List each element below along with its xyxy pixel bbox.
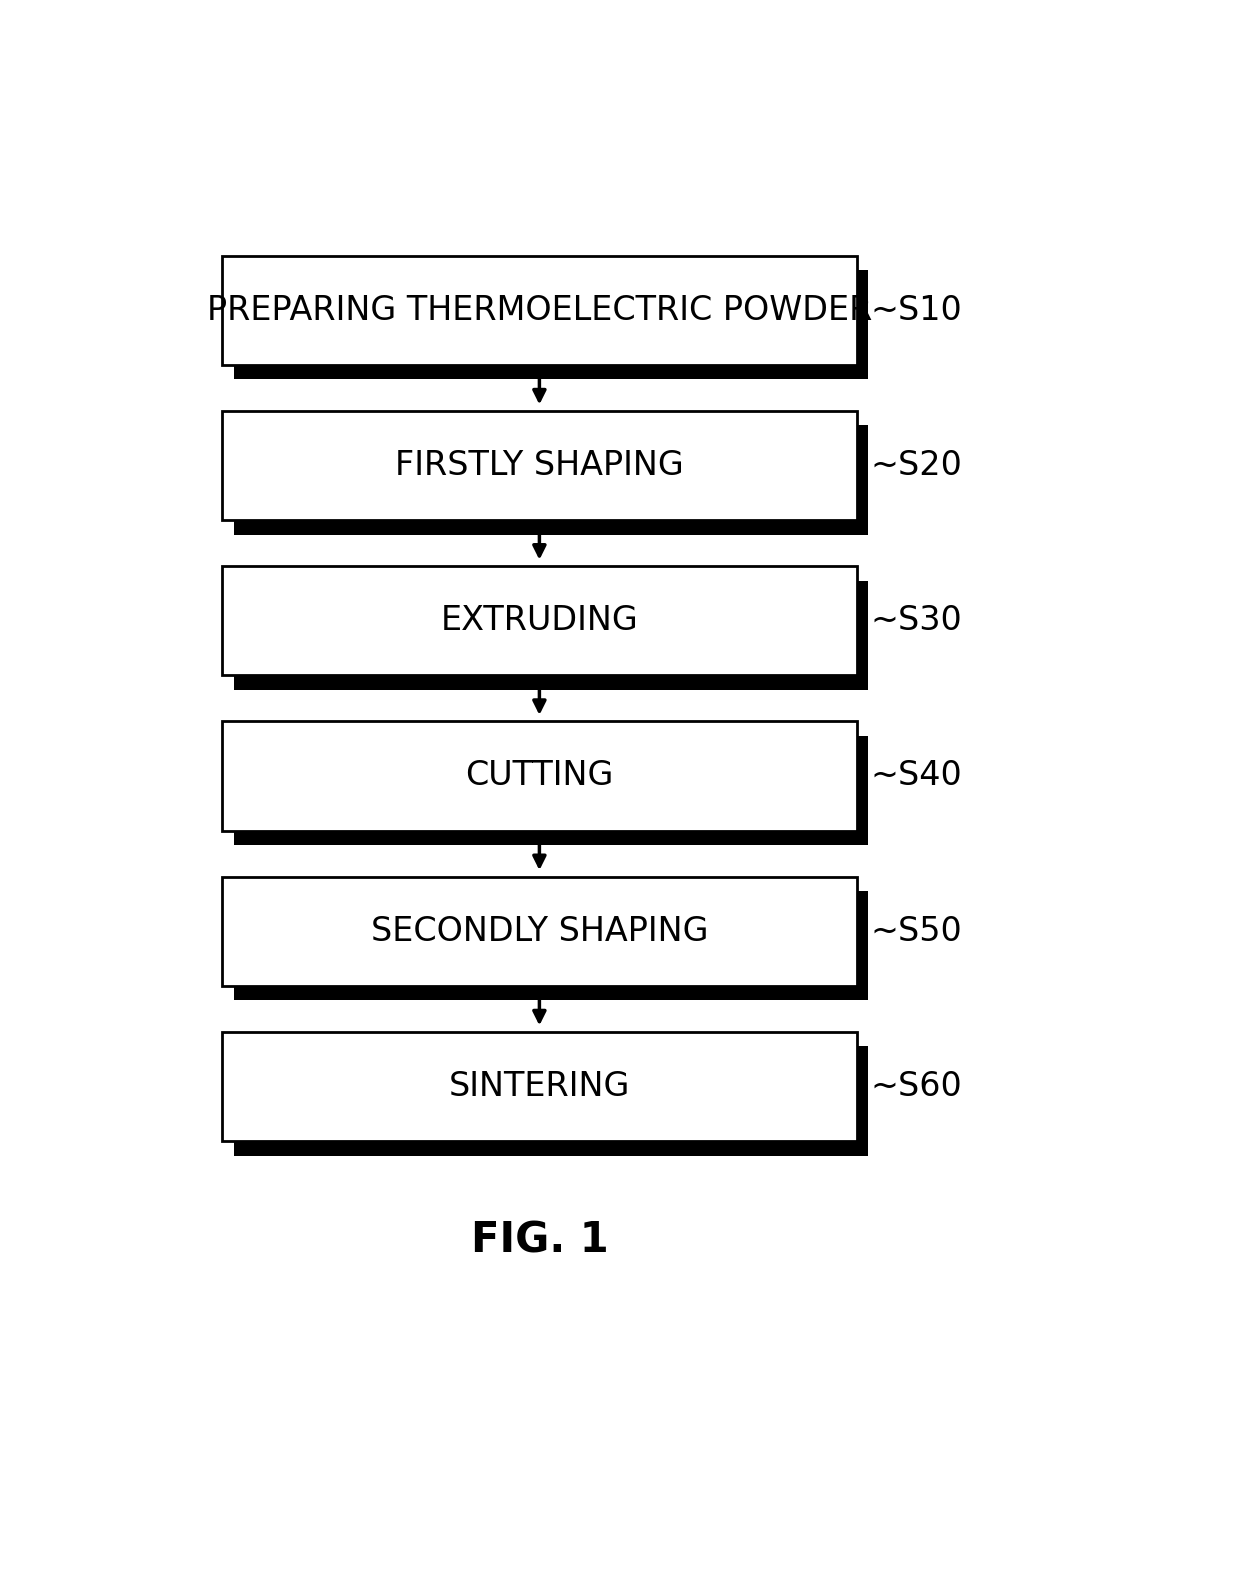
Polygon shape xyxy=(222,565,857,676)
Text: ∼S60: ∼S60 xyxy=(870,1069,962,1102)
Text: SECONDLY SHAPING: SECONDLY SHAPING xyxy=(371,915,708,948)
Text: FIRSTLY SHAPING: FIRSTLY SHAPING xyxy=(396,449,683,482)
Text: CUTTING: CUTTING xyxy=(465,759,614,792)
Text: ∼S30: ∼S30 xyxy=(870,605,962,638)
Text: ∼S50: ∼S50 xyxy=(870,915,962,948)
Text: EXTRUDING: EXTRUDING xyxy=(440,605,639,638)
Text: SINTERING: SINTERING xyxy=(449,1069,630,1102)
Polygon shape xyxy=(222,877,857,986)
Polygon shape xyxy=(222,1032,857,1140)
Polygon shape xyxy=(234,271,868,380)
Polygon shape xyxy=(222,411,857,520)
Polygon shape xyxy=(234,425,868,534)
Text: FIG. 1: FIG. 1 xyxy=(470,1221,609,1262)
Text: ∼S20: ∼S20 xyxy=(870,449,962,482)
Polygon shape xyxy=(234,736,868,846)
Text: ∼S40: ∼S40 xyxy=(870,759,962,792)
Polygon shape xyxy=(234,891,868,1000)
Polygon shape xyxy=(222,255,857,365)
Polygon shape xyxy=(234,581,868,690)
Polygon shape xyxy=(234,1046,868,1156)
Text: PREPARING THERMOELECTRIC POWDER: PREPARING THERMOELECTRIC POWDER xyxy=(207,295,872,326)
Polygon shape xyxy=(222,721,857,830)
Text: ∼S10: ∼S10 xyxy=(870,295,962,326)
